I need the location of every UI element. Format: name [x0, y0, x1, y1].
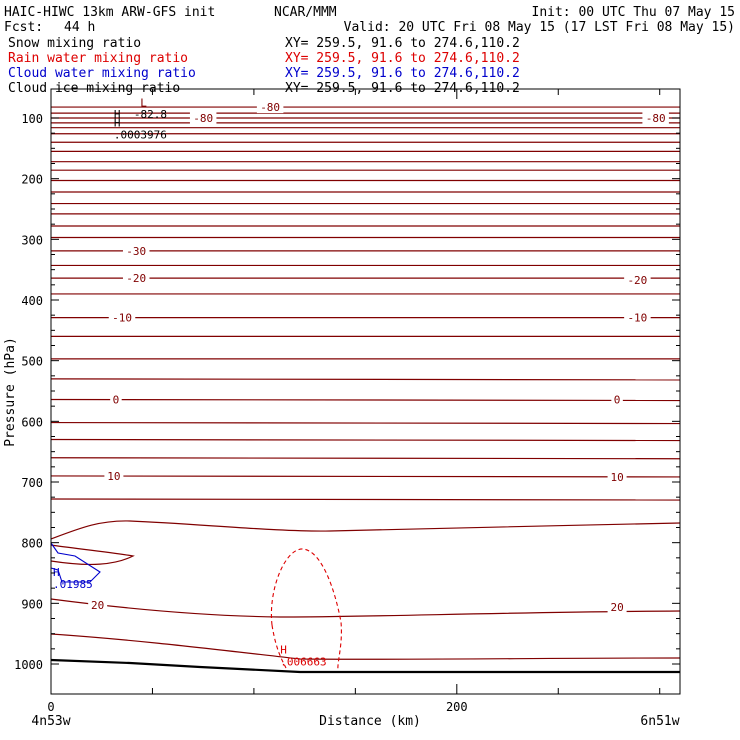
y-tick-label: 600 — [21, 415, 43, 429]
extremum-letter: H — [53, 566, 60, 579]
y-tick-label: 700 — [21, 476, 43, 490]
temperature-contours — [50, 106, 681, 674]
contour-label-bg — [104, 469, 124, 482]
cloud-water-contour — [50, 542, 101, 583]
contour-label-bg — [642, 112, 669, 124]
x-tick-label: 0 — [47, 700, 54, 714]
y-tick-label: 900 — [21, 597, 43, 611]
isotherm — [50, 475, 681, 478]
forecast-hours: 44 h — [64, 20, 95, 35]
isotherm — [50, 498, 681, 501]
init-time: Init: 00 UTC Thu 07 May 15 — [532, 5, 736, 20]
x-right-location: 6n51w — [640, 714, 679, 729]
extremum-value: -82.8 — [134, 108, 167, 121]
contour-label: 0 — [614, 393, 621, 406]
contour-label: -10 — [112, 312, 132, 325]
extremum-letter: H — [280, 644, 287, 657]
rain-water-contour — [271, 624, 287, 669]
model-title: HAIC-HIWC 13km ARW-GFS init — [4, 5, 215, 20]
rain-water-contour — [270, 548, 342, 671]
field-name: Snow mixing ratio — [8, 36, 141, 51]
contour-label-bg — [256, 101, 284, 114]
extremum-letter: H — [114, 108, 121, 121]
contour-label-bg — [108, 311, 136, 324]
isotherm — [50, 544, 135, 566]
y-tick-label: 400 — [21, 294, 43, 308]
contour-labels: -80 -80 -80 -30 -20 -20 -10 -10 0 0 10 10 20 20 L H -82.… — [53, 96, 669, 669]
y-tick-label: 1000 — [14, 658, 43, 672]
contour-label-bg — [607, 471, 627, 484]
extremum-letter: H — [114, 116, 121, 129]
forecast-label: Fcst: — [4, 20, 43, 35]
y-tick-label: 200 — [21, 173, 43, 187]
contour-label: -80 — [646, 112, 666, 125]
terrain-line — [50, 658, 680, 674]
field-xy: XY= 259.5, 91.6 to 274.6,110.2 — [285, 36, 520, 51]
field-name: Rain water mixing ratio — [8, 51, 188, 66]
contour-label-bg — [189, 112, 217, 124]
plot-frame — [50, 88, 681, 695]
y-tick-label: 300 — [21, 233, 43, 247]
isotherm — [50, 398, 681, 402]
field-legend: Snow mixing ratio XY= 259.5, 91.6 to 274.… — [8, 36, 520, 96]
contour-label-bg — [611, 393, 623, 406]
field-xy: XY= 259.5, 91.6 to 274.6,110.2 — [285, 66, 520, 81]
isotherm — [50, 378, 681, 381]
valid-time: Valid: 20 UTC Fri 08 May 15 (17 LST Fri … — [344, 20, 735, 35]
field-xy: XY= 259.5, 91.6 to 274.6,110.2 — [285, 51, 520, 66]
y-tick-label: 100 — [21, 112, 43, 126]
contour-label: 10 — [107, 470, 120, 483]
contour-label-bg — [122, 244, 150, 257]
x-tick-label: 200 — [446, 700, 468, 714]
x-axis-label: Distance (km) — [319, 714, 421, 729]
contour-label: -80 — [260, 101, 280, 114]
contour-label: 20 — [610, 601, 623, 614]
extremum-value: .0003976 — [114, 128, 167, 141]
contour-label-bg — [88, 599, 108, 612]
extremum-value: .006663 — [280, 656, 326, 669]
contour-label: -80 — [193, 112, 213, 125]
contour-label: 20 — [91, 599, 104, 612]
contour-label: -30 — [126, 245, 146, 258]
isotherm — [50, 421, 681, 425]
contour-label: -10 — [627, 312, 647, 325]
mixing-ratio-contours — [50, 542, 342, 671]
extremum-value: .01985 — [53, 578, 93, 591]
isotherm — [50, 438, 681, 442]
contour-label: -20 — [126, 272, 146, 285]
isotherm — [50, 457, 681, 460]
contour-label-bg — [624, 311, 651, 324]
isotherm — [50, 520, 681, 540]
y-tick-label: 800 — [21, 537, 43, 551]
contour-label: 10 — [610, 471, 623, 484]
extremum-letter: L — [140, 96, 147, 109]
isotherm — [50, 598, 681, 618]
contour-label: -20 — [627, 274, 647, 287]
contour-label-bg — [624, 273, 651, 286]
contour-label-bg — [607, 600, 627, 613]
y-axis-label: Pressure (hPa) — [3, 337, 18, 447]
field-name: Cloud water mixing ratio — [8, 66, 196, 81]
contour-label: 0 — [113, 393, 120, 406]
org-title: NCAR/MMM — [274, 5, 337, 20]
contour-label-bg — [122, 272, 150, 285]
contour-label-bg — [110, 393, 122, 406]
x-left-location: 4n53w — [31, 714, 70, 729]
isotherm — [50, 633, 681, 660]
y-tick-label: 500 — [21, 355, 43, 369]
